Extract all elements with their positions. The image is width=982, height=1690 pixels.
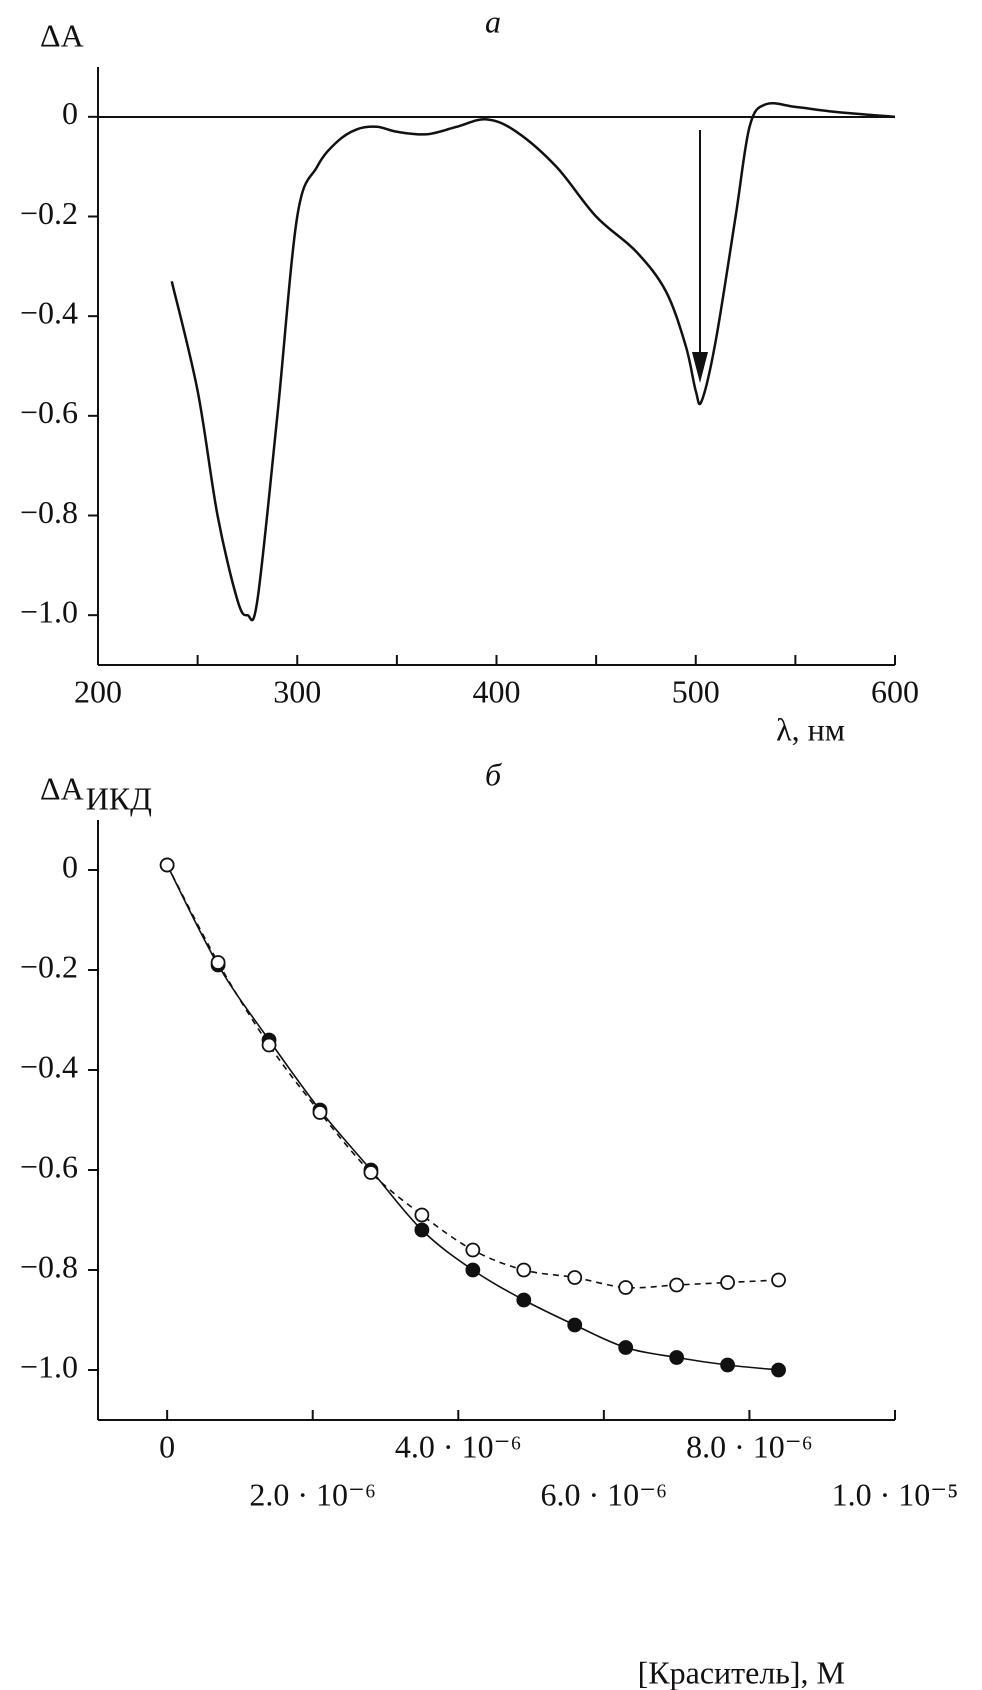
data-point <box>720 1275 735 1290</box>
panel-label: а <box>485 3 501 39</box>
data-point <box>720 1357 735 1373</box>
x-tick-label: 4.0 · 10⁻⁶ <box>395 1428 522 1464</box>
data-point <box>159 857 175 873</box>
y-tick-label: −1.0 <box>20 594 78 630</box>
x-tick-label: 2.0 · 10⁻⁶ <box>249 1476 376 1512</box>
data-point <box>210 955 226 970</box>
data-point <box>312 1105 328 1120</box>
data-point <box>669 1277 685 1293</box>
x-axis-label: λ, нм <box>776 711 845 747</box>
data-point <box>465 1262 481 1278</box>
x-tick-label: 500 <box>672 673 720 709</box>
x-tick-label: 600 <box>871 673 919 709</box>
y-axis-label-subscript: ИКД <box>86 780 152 816</box>
data-point <box>516 1292 532 1308</box>
y-tick-label: −0.2 <box>20 948 78 984</box>
x-tick-label: 1.0 · 10⁻⁵ <box>832 1476 959 1512</box>
y-tick-label: −0.6 <box>20 1148 78 1184</box>
x-tick-label: 0 <box>159 1428 175 1464</box>
panel-label: б <box>485 756 502 792</box>
data-point <box>567 1270 583 1285</box>
y-tick-label: −0.4 <box>20 1048 78 1084</box>
data-point <box>567 1317 583 1333</box>
y-tick-label: 0 <box>62 848 78 884</box>
y-tick-label: −0.4 <box>20 295 78 331</box>
x-tick-label: 300 <box>273 673 321 709</box>
data-point <box>414 1207 430 1223</box>
arrow-head <box>692 352 708 383</box>
data-line <box>170 101 896 622</box>
y-tick-label: 0 <box>62 95 78 131</box>
data-point <box>516 1262 532 1278</box>
y-tick-label: −1.0 <box>20 1348 78 1384</box>
data-point <box>669 1350 685 1365</box>
y-axis-label: ΔA <box>40 17 84 53</box>
data-point <box>771 1362 786 1378</box>
y-tick-label: −0.8 <box>20 1248 78 1284</box>
fit-line <box>166 864 779 1371</box>
data-point <box>618 1340 634 1355</box>
x-tick-label: 200 <box>74 673 122 709</box>
y-tick-label: −0.6 <box>20 394 78 430</box>
data-point <box>261 1037 277 1053</box>
x-tick-label: 6.0 · 10⁻⁶ <box>541 1476 668 1512</box>
x-tick-label: 8.0 · 10⁻⁶ <box>686 1428 813 1464</box>
fit-line <box>166 864 779 1289</box>
data-point <box>465 1242 481 1258</box>
data-point <box>414 1222 430 1238</box>
y-tick-label: −0.8 <box>20 494 78 530</box>
data-point <box>771 1272 786 1288</box>
data-point <box>618 1280 634 1295</box>
x-tick-label: 400 <box>473 673 521 709</box>
data-point <box>363 1165 379 1180</box>
x-axis-label: [Краситель], М <box>638 1654 845 1690</box>
y-tick-label: −0.2 <box>20 195 78 231</box>
y-axis-label: ΔA <box>40 770 84 806</box>
